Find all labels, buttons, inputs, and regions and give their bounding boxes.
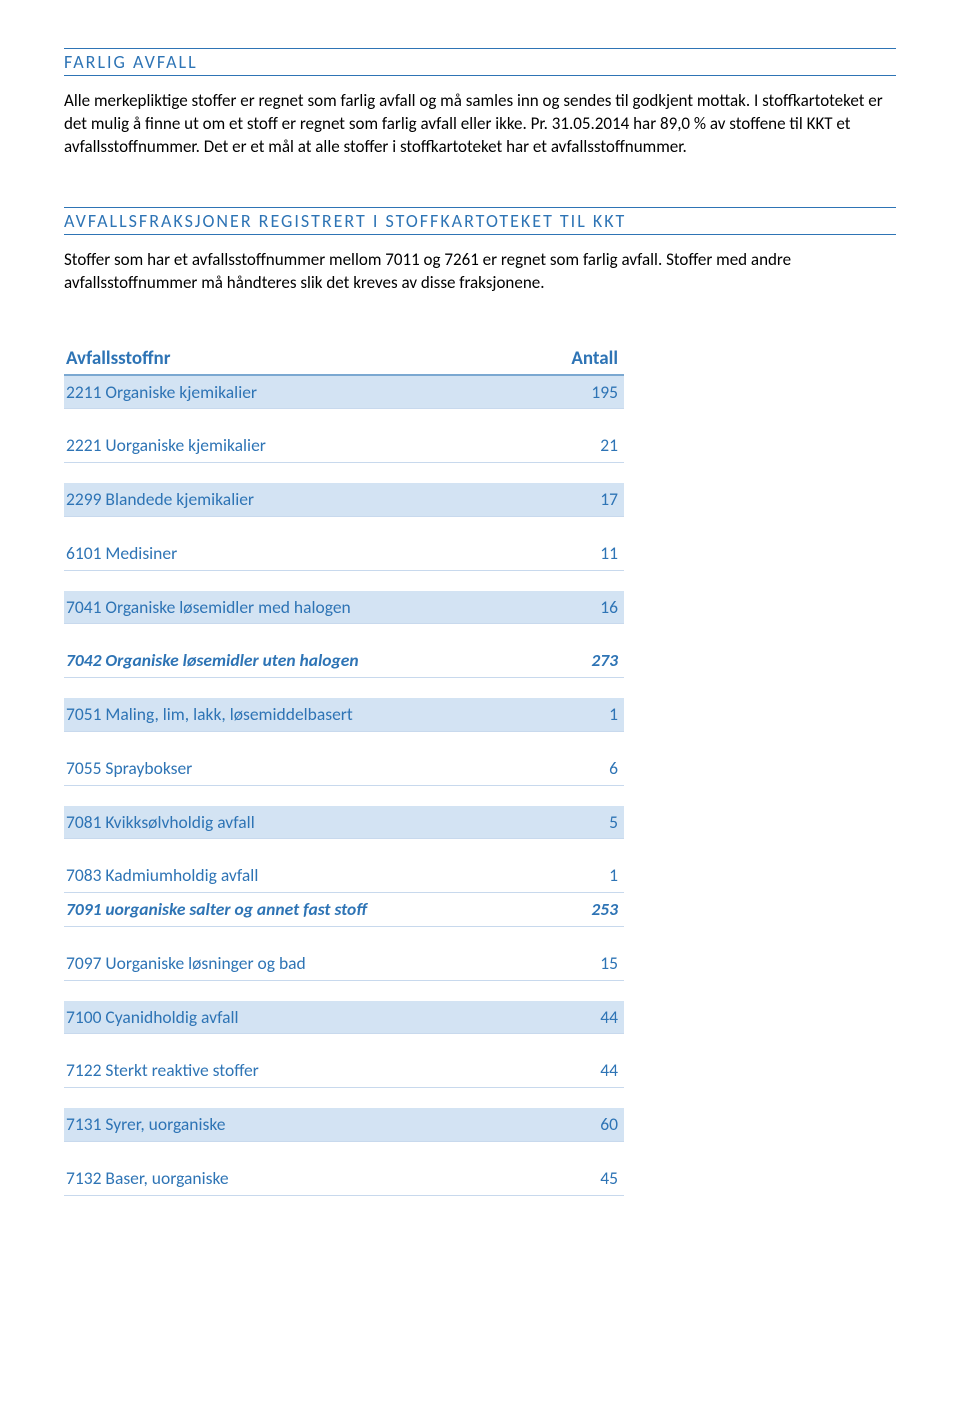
avfallstable: Avfallsstoffnr Antall 2211 Organiske kje…	[64, 343, 624, 1196]
table-header-col2: Antall	[540, 343, 624, 375]
section2-heading: AVFALLSFRAKSJONER REGISTRERT I STOFFKART…	[64, 207, 896, 235]
table-spacer	[64, 463, 624, 484]
table-row: 2211 Organiske kjemikalier195	[64, 375, 624, 409]
table-cell-label: 7055 Spraybokser	[64, 752, 540, 785]
table-cell-value: 195	[540, 375, 624, 409]
table-spacer	[64, 570, 624, 591]
table-cell-label: 2221 Uorganiske kjemikalier	[64, 429, 540, 462]
table-row: 7122 Sterkt reaktive stoffer44	[64, 1054, 624, 1087]
table-cell-value: 1	[540, 859, 624, 892]
table-spacer	[64, 731, 624, 752]
table-spacer	[64, 785, 624, 806]
table-spacer	[64, 409, 624, 430]
avfallstable-container: Avfallsstoffnr Antall 2211 Organiske kje…	[64, 343, 896, 1196]
table-cell-label: 6101 Medisiner	[64, 537, 540, 570]
table-row: 7041 Organiske løsemidler med halogen16	[64, 591, 624, 624]
table-spacer	[64, 1034, 624, 1055]
table-spacer	[64, 926, 624, 947]
table-cell-label: 7041 Organiske løsemidler med halogen	[64, 591, 540, 624]
table-row: 7132 Baser, uorganiske45	[64, 1162, 624, 1195]
section2-body: Stoffer som har et avfallsstoffnummer me…	[64, 249, 896, 295]
table-spacer	[64, 839, 624, 860]
table-cell-value: 1	[540, 698, 624, 731]
table-spacer	[64, 678, 624, 699]
table-cell-value: 44	[540, 1001, 624, 1034]
table-row: 6101 Medisiner11	[64, 537, 624, 570]
table-cell-label: 7051 Maling, lim, lakk, løsemiddelbasert	[64, 698, 540, 731]
table-row: 7131 Syrer, uorganiske60	[64, 1108, 624, 1141]
table-row: 7091 uorganiske salter og annet fast sto…	[64, 893, 624, 927]
section1-heading: FARLIG AVFALL	[64, 48, 896, 76]
table-cell-value: 11	[540, 537, 624, 570]
table-header-col1: Avfallsstoffnr	[64, 343, 540, 375]
table-cell-value: 16	[540, 591, 624, 624]
table-cell-value: 6	[540, 752, 624, 785]
table-row: 2221 Uorganiske kjemikalier21	[64, 429, 624, 462]
table-spacer	[64, 624, 624, 645]
table-row: 7051 Maling, lim, lakk, løsemiddelbasert…	[64, 698, 624, 731]
table-cell-value: 17	[540, 483, 624, 516]
table-cell-value: 44	[540, 1054, 624, 1087]
table-spacer	[64, 516, 624, 537]
table-cell-value: 21	[540, 429, 624, 462]
table-row: 7083 Kadmiumholdig avfall1	[64, 859, 624, 892]
table-cell-label: 2299 Blandede kjemikalier	[64, 483, 540, 516]
table-row: 7100 Cyanidholdig avfall44	[64, 1001, 624, 1034]
table-row: 7097 Uorganiske løsninger og bad15	[64, 947, 624, 980]
table-spacer	[64, 980, 624, 1001]
table-spacer	[64, 1088, 624, 1109]
table-row: 2299 Blandede kjemikalier17	[64, 483, 624, 516]
table-cell-label: 7122 Sterkt reaktive stoffer	[64, 1054, 540, 1087]
table-cell-label: 7132 Baser, uorganiske	[64, 1162, 540, 1195]
table-cell-label: 7100 Cyanidholdig avfall	[64, 1001, 540, 1034]
table-spacer	[64, 1141, 624, 1162]
section1-body: Alle merkepliktige stoffer er regnet som…	[64, 90, 896, 159]
table-cell-label: 7091 uorganiske salter og annet fast sto…	[64, 893, 540, 927]
table-cell-value: 5	[540, 806, 624, 839]
table-cell-label: 2211 Organiske kjemikalier	[64, 375, 540, 409]
table-row: 7042 Organiske løsemidler uten halogen27…	[64, 644, 624, 677]
table-cell-label: 7042 Organiske løsemidler uten halogen	[64, 644, 540, 677]
table-cell-label: 7083 Kadmiumholdig avfall	[64, 859, 540, 892]
table-cell-value: 253	[540, 893, 624, 927]
table-cell-value: 15	[540, 947, 624, 980]
table-cell-value: 45	[540, 1162, 624, 1195]
table-cell-label: 7097 Uorganiske løsninger og bad	[64, 947, 540, 980]
table-cell-label: 7081 Kvikksølvholdig avfall	[64, 806, 540, 839]
table-row: 7081 Kvikksølvholdig avfall5	[64, 806, 624, 839]
table-cell-value: 60	[540, 1108, 624, 1141]
table-cell-value: 273	[540, 644, 624, 677]
table-cell-label: 7131 Syrer, uorganiske	[64, 1108, 540, 1141]
table-row: 7055 Spraybokser6	[64, 752, 624, 785]
